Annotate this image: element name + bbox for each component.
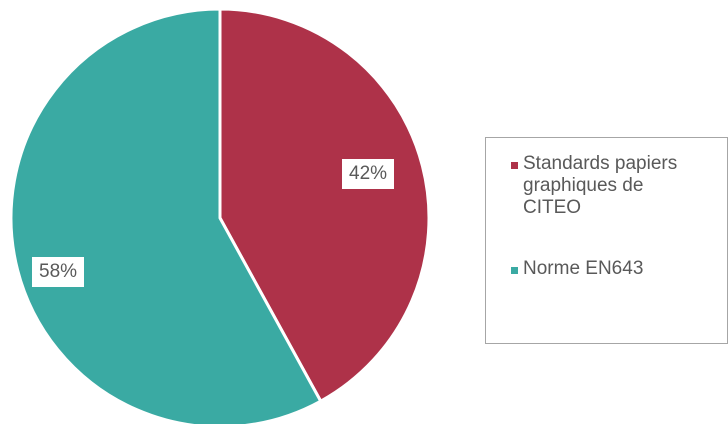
data-label-norme: 58% <box>32 257 85 287</box>
legend-swatch-norme <box>511 267 518 274</box>
pie-slice-standards <box>218 7 431 403</box>
data-label-standards: 42% <box>342 159 395 189</box>
legend-swatch-standards <box>511 162 518 169</box>
pie-slice-norme <box>9 7 323 424</box>
legend-label-norme: Norme EN643 <box>523 258 644 279</box>
legend: Standards papiers graphiques de CITEO No… <box>485 137 728 344</box>
pie-plot-area <box>9 7 431 424</box>
legend-item-standards: Standards papiers graphiques de CITEO <box>511 153 703 219</box>
legend-item-norme: Norme EN643 <box>511 258 703 280</box>
legend-label-standards: Standards papiers graphiques de CITEO <box>523 153 678 218</box>
